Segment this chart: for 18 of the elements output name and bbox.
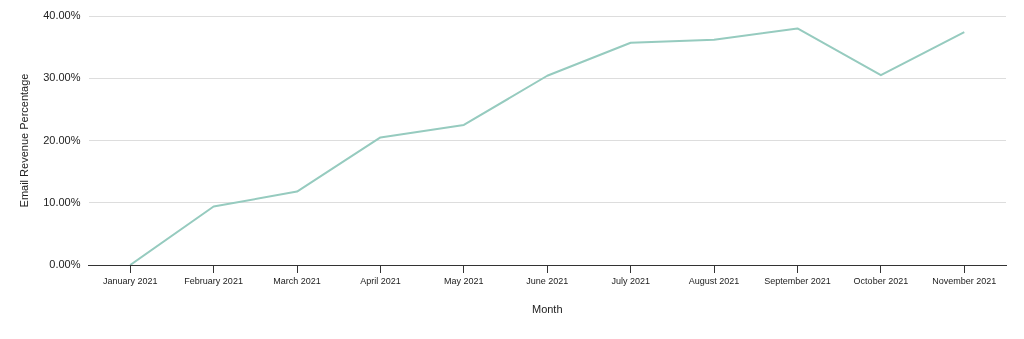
x-tick-label: October 2021 xyxy=(853,275,909,286)
x-tick-label: September 2021 xyxy=(764,275,831,286)
y-tick-label: 0.00% xyxy=(49,258,81,271)
x-tick-label: August 2021 xyxy=(688,275,740,286)
x-tick-label: May 2021 xyxy=(444,275,484,286)
x-tick-label: February 2021 xyxy=(184,275,243,286)
y-tick-label: 10.00% xyxy=(43,195,81,208)
x-tick-label: November 2021 xyxy=(932,275,997,286)
x-tick-label: June 2021 xyxy=(526,275,569,286)
y-tick-label: 40.00% xyxy=(43,9,81,22)
x-tick-label: July 2021 xyxy=(611,275,650,286)
x-axis-title: Month xyxy=(531,303,563,316)
y-tick-label: 30.00% xyxy=(43,71,81,84)
x-tick-label: January 2021 xyxy=(102,275,158,286)
x-tick-label: April 2021 xyxy=(360,275,401,286)
y-axis-title: Email Revenue Percentage xyxy=(17,73,30,208)
x-tick-label: March 2021 xyxy=(273,275,321,286)
y-tick-label: 20.00% xyxy=(43,133,81,146)
